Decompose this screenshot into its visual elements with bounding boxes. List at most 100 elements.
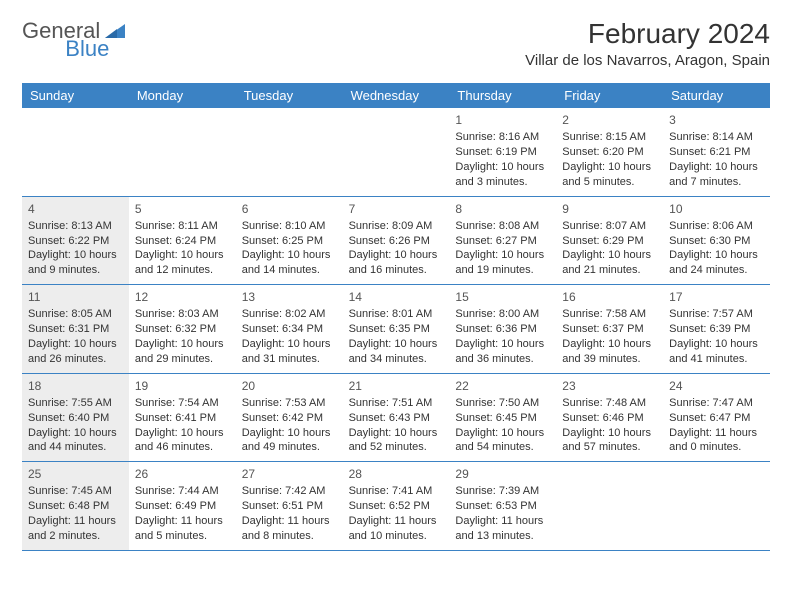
calendar-day-cell: 18 Sunrise: 7:55 AMSunset: 6:40 PMDayligh… xyxy=(22,374,129,462)
calendar-week-row: 18Sunrise: 7:55 AMSunset: 6:40 PMDayligh… xyxy=(22,374,770,463)
calendar-day-cell: 14Sunrise: 8:01 AMSunset: 6:35 PMDayligh… xyxy=(343,285,450,373)
day1-text: Daylight: 11 hours xyxy=(455,514,550,529)
day-number: 16 xyxy=(562,289,657,305)
sunset-text: Sunset: 6:27 PM xyxy=(455,234,550,249)
sunset-text: Sunset: 6:47 PM xyxy=(669,411,764,426)
day-number: 13 xyxy=(242,289,337,305)
day-number: 18 xyxy=(28,378,123,394)
sunset-text: Sunset: 6:32 PM xyxy=(135,322,230,337)
sunset-text: Sunset: 6:41 PM xyxy=(135,411,230,426)
day-number: 22 xyxy=(455,378,550,394)
sunrise-text: Sunrise: 7:51 AM xyxy=(349,396,444,411)
sunrise-text: Sunrise: 8:15 AM xyxy=(562,130,657,145)
day2-text: and 24 minutes. xyxy=(669,263,764,278)
day1-text: Daylight: 10 hours xyxy=(455,248,550,263)
sunset-text: Sunset: 6:22 PM xyxy=(28,234,123,249)
calendar-day-cell xyxy=(343,108,450,196)
calendar-day-cell xyxy=(22,108,129,196)
day2-text: and 10 minutes. xyxy=(349,529,444,544)
sunset-text: Sunset: 6:21 PM xyxy=(669,145,764,160)
calendar-day-cell: 10Sunrise: 8:06 AMSunset: 6:30 PMDayligh… xyxy=(663,197,770,285)
day-number: 24 xyxy=(669,378,764,394)
day1-text: Daylight: 11 hours xyxy=(135,514,230,529)
weekday-header-row: Sunday Monday Tuesday Wednesday Thursday… xyxy=(22,83,770,108)
sunrise-text: Sunrise: 7:50 AM xyxy=(455,396,550,411)
day2-text: and 21 minutes. xyxy=(562,263,657,278)
day1-text: Daylight: 10 hours xyxy=(28,426,123,441)
calendar-day-cell: 21Sunrise: 7:51 AMSunset: 6:43 PMDayligh… xyxy=(343,374,450,462)
weekday-label: Friday xyxy=(556,83,663,108)
day1-text: Daylight: 10 hours xyxy=(349,337,444,352)
sunset-text: Sunset: 6:39 PM xyxy=(669,322,764,337)
calendar-day-cell xyxy=(236,108,343,196)
sunset-text: Sunset: 6:52 PM xyxy=(349,499,444,514)
location-text: Villar de los Navarros, Aragon, Spain xyxy=(525,52,770,69)
calendar-week-row: 11Sunrise: 8:05 AMSunset: 6:31 PMDayligh… xyxy=(22,285,770,374)
day1-text: Daylight: 10 hours xyxy=(455,160,550,175)
day2-text: and 13 minutes. xyxy=(455,529,550,544)
sunset-text: Sunset: 6:42 PM xyxy=(242,411,337,426)
day-number: 23 xyxy=(562,378,657,394)
day-number: 17 xyxy=(669,289,764,305)
calendar-day-cell: 6Sunrise: 8:10 AMSunset: 6:25 PMDaylight… xyxy=(236,197,343,285)
day1-text: Daylight: 10 hours xyxy=(349,248,444,263)
day-number: 14 xyxy=(349,289,444,305)
sunrise-text: Sunrise: 7:48 AM xyxy=(562,396,657,411)
sunrise-text: Sunrise: 7:55 AM xyxy=(28,396,123,411)
calendar-week-row: 1Sunrise: 8:16 AMSunset: 6:19 PMDaylight… xyxy=(22,108,770,197)
sunset-text: Sunset: 6:31 PM xyxy=(28,322,123,337)
day-number: 1 xyxy=(455,112,550,128)
sunset-text: Sunset: 6:29 PM xyxy=(562,234,657,249)
sunrise-text: Sunrise: 8:02 AM xyxy=(242,307,337,322)
weekday-label: Tuesday xyxy=(236,83,343,108)
weekday-label: Wednesday xyxy=(343,83,450,108)
calendar-day-cell: 16Sunrise: 7:58 AMSunset: 6:37 PMDayligh… xyxy=(556,285,663,373)
calendar-day-cell: 5Sunrise: 8:11 AMSunset: 6:24 PMDaylight… xyxy=(129,197,236,285)
sunrise-text: Sunrise: 8:09 AM xyxy=(349,219,444,234)
calendar-day-cell: 13Sunrise: 8:02 AMSunset: 6:34 PMDayligh… xyxy=(236,285,343,373)
sunset-text: Sunset: 6:26 PM xyxy=(349,234,444,249)
day2-text: and 9 minutes. xyxy=(28,263,123,278)
brand-text-2: Blue xyxy=(65,36,109,62)
day2-text: and 41 minutes. xyxy=(669,352,764,367)
day-number: 26 xyxy=(135,466,230,482)
sunset-text: Sunset: 6:20 PM xyxy=(562,145,657,160)
sunrise-text: Sunrise: 8:05 AM xyxy=(28,307,123,322)
day2-text: and 5 minutes. xyxy=(135,529,230,544)
day1-text: Daylight: 10 hours xyxy=(242,248,337,263)
day1-text: Daylight: 10 hours xyxy=(28,248,123,263)
day2-text: and 5 minutes. xyxy=(562,175,657,190)
day1-text: Daylight: 10 hours xyxy=(562,160,657,175)
day2-text: and 29 minutes. xyxy=(135,352,230,367)
calendar-day-cell: 23Sunrise: 7:48 AMSunset: 6:46 PMDayligh… xyxy=(556,374,663,462)
day-number: 5 xyxy=(135,201,230,217)
day1-text: Daylight: 11 hours xyxy=(669,426,764,441)
sunrise-text: Sunrise: 8:00 AM xyxy=(455,307,550,322)
calendar-day-cell: 2Sunrise: 8:15 AMSunset: 6:20 PMDaylight… xyxy=(556,108,663,196)
calendar-day-cell: 28Sunrise: 7:41 AMSunset: 6:52 PMDayligh… xyxy=(343,462,450,550)
sunrise-text: Sunrise: 8:11 AM xyxy=(135,219,230,234)
sunset-text: Sunset: 6:40 PM xyxy=(28,411,123,426)
day-number: 7 xyxy=(349,201,444,217)
calendar-grid: 1Sunrise: 8:16 AMSunset: 6:19 PMDaylight… xyxy=(22,108,770,551)
sunset-text: Sunset: 6:30 PM xyxy=(669,234,764,249)
day2-text: and 14 minutes. xyxy=(242,263,337,278)
day2-text: and 39 minutes. xyxy=(562,352,657,367)
day1-text: Daylight: 11 hours xyxy=(242,514,337,529)
calendar-day-cell: 11Sunrise: 8:05 AMSunset: 6:31 PMDayligh… xyxy=(22,285,129,373)
day2-text: and 34 minutes. xyxy=(349,352,444,367)
day2-text: and 7 minutes. xyxy=(669,175,764,190)
calendar-day-cell xyxy=(556,462,663,550)
day-number: 4 xyxy=(28,201,123,217)
day2-text: and 46 minutes. xyxy=(135,440,230,455)
weekday-label: Monday xyxy=(129,83,236,108)
sunrise-text: Sunrise: 7:57 AM xyxy=(669,307,764,322)
day-number: 19 xyxy=(135,378,230,394)
sunrise-text: Sunrise: 7:39 AM xyxy=(455,484,550,499)
sunrise-text: Sunrise: 7:41 AM xyxy=(349,484,444,499)
sunset-text: Sunset: 6:24 PM xyxy=(135,234,230,249)
calendar-day-cell: 3Sunrise: 8:14 AMSunset: 6:21 PMDaylight… xyxy=(663,108,770,196)
calendar-day-cell: 24Sunrise: 7:47 AMSunset: 6:47 PMDayligh… xyxy=(663,374,770,462)
calendar-day-cell: 22Sunrise: 7:50 AMSunset: 6:45 PMDayligh… xyxy=(449,374,556,462)
sunset-text: Sunset: 6:36 PM xyxy=(455,322,550,337)
